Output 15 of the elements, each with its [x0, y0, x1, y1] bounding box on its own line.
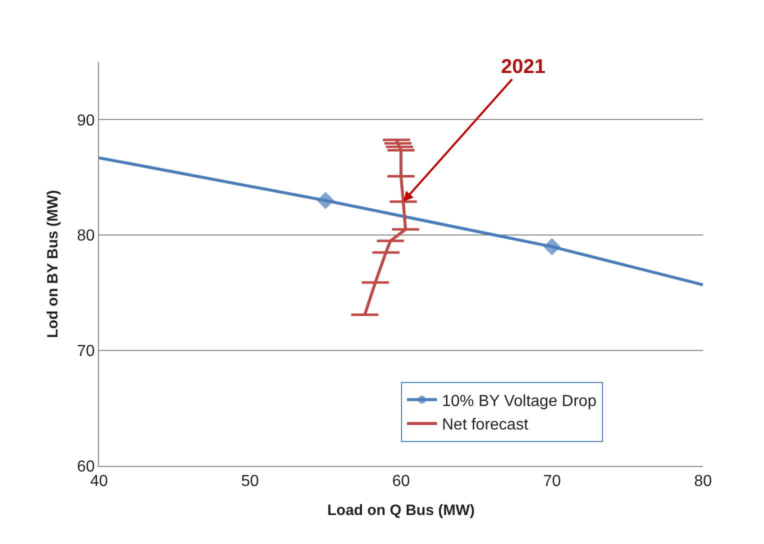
x-tick-label: 50 — [241, 473, 259, 490]
x-tick-label: 40 — [90, 473, 108, 490]
x-tick-label: 70 — [543, 473, 561, 490]
y-tick-label: 80 — [77, 228, 95, 245]
y-tick-label: 70 — [77, 343, 95, 360]
x-tick-label: 60 — [392, 473, 410, 490]
legend-label: Net forecast — [442, 416, 529, 434]
y-tick-label: 90 — [77, 112, 95, 130]
y-axis-title: Lod on BY Bus (MW) — [44, 190, 62, 338]
x-tick-label: 80 — [694, 473, 712, 490]
legend-label: 10% BY Voltage Drop — [442, 392, 597, 410]
x-axis-title: Load on Q Bus (MW) — [327, 502, 475, 520]
y-tick-label: 60 — [77, 458, 95, 476]
annotation: 2021 — [501, 56, 546, 78]
line-series — [99, 156, 703, 286]
